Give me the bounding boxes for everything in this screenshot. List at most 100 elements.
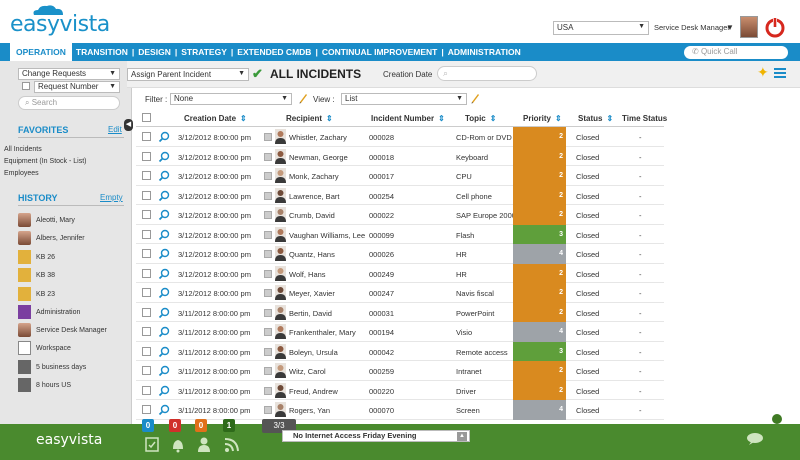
star-icon[interactable]: ✦ bbox=[757, 64, 769, 80]
recipient-card-icon[interactable] bbox=[264, 250, 272, 258]
row-checkbox[interactable] bbox=[142, 307, 151, 317]
table-row[interactable]: 3/12/2012 8:00:00 pm Lawrence, Bart 000254… bbox=[136, 185, 664, 205]
magnifier-icon[interactable] bbox=[158, 131, 170, 143]
row-checkbox[interactable] bbox=[142, 327, 151, 336]
recipient-cell[interactable]: Quantz, Hans bbox=[289, 250, 335, 259]
row-checkbox[interactable] bbox=[142, 190, 151, 200]
magnifier-icon[interactable] bbox=[158, 365, 170, 377]
favorite-item[interactable]: Equipment (In Stock - List) bbox=[4, 158, 87, 165]
magnifier-icon[interactable] bbox=[158, 248, 170, 260]
table-row[interactable]: 3/11/2012 8:00:00 pm Boleyn, Ursula 000042… bbox=[136, 341, 664, 361]
favorites-edit-link[interactable]: Edit bbox=[108, 125, 122, 134]
incident-number-cell[interactable]: 000070 bbox=[369, 406, 395, 415]
magnifier-icon[interactable] bbox=[158, 170, 170, 182]
column-header-incident-number[interactable]: Incident Number ⇕ bbox=[371, 114, 445, 123]
table-row[interactable]: 3/11/2012 8:00:00 pm Bertin, David 000031 P… bbox=[136, 302, 664, 322]
favorite-item[interactable]: All Incidents bbox=[4, 146, 42, 153]
row-checkbox[interactable] bbox=[142, 268, 151, 278]
magnifier-icon[interactable] bbox=[158, 404, 170, 416]
select-all-checkbox[interactable] bbox=[142, 113, 151, 122]
row-checkbox[interactable] bbox=[142, 132, 151, 141]
recipient-card-icon[interactable] bbox=[264, 269, 272, 278]
column-header-priority[interactable]: Priority ⇕ bbox=[523, 114, 562, 123]
table-row[interactable]: 3/12/2012 8:00:00 pm Wolf, Hans 000249 HR 2 C… bbox=[136, 263, 664, 283]
recipient-cell[interactable]: Whistler, Zachary bbox=[289, 133, 347, 142]
view-select[interactable]: List ▼ bbox=[341, 93, 467, 105]
edit-filter-pencil-icon[interactable] bbox=[298, 92, 308, 104]
incident-number-cell[interactable]: 000028 bbox=[369, 133, 395, 142]
table-row[interactable]: 3/11/2012 8:00:00 pm Freud, Andrew 000220 D… bbox=[136, 380, 664, 400]
incident-number-cell[interactable]: 000247 bbox=[369, 289, 395, 298]
column-header-creation-date[interactable]: Creation Date ⇕ bbox=[184, 114, 247, 123]
rss-feed-icon[interactable] bbox=[224, 435, 240, 453]
recipient-cell[interactable]: Bertin, David bbox=[289, 308, 332, 318]
magnifier-icon[interactable] bbox=[158, 326, 170, 338]
history-empty-link[interactable]: Empty bbox=[100, 193, 123, 202]
magnifier-icon[interactable] bbox=[158, 190, 170, 202]
chevron-up-icon[interactable]: ▲ bbox=[457, 432, 467, 441]
table-row[interactable]: 3/12/2012 8:00:00 pm Monk, Zachary 000017 C… bbox=[136, 166, 664, 186]
field-select[interactable]: Request Number ▼ bbox=[34, 81, 120, 93]
chat-icon[interactable] bbox=[746, 432, 764, 446]
recipient-cell[interactable]: Vaughan Williams, Lee bbox=[289, 230, 366, 240]
table-row[interactable]: 3/11/2012 8:00:00 pm Witz, Carol 000259 Int… bbox=[136, 361, 664, 381]
favorite-item[interactable]: Employees bbox=[4, 170, 39, 177]
row-checkbox[interactable] bbox=[142, 151, 151, 161]
history-item[interactable]: Albers, Jennifer bbox=[18, 229, 85, 247]
tab-operation[interactable]: OPERATION bbox=[10, 43, 72, 61]
app-logo[interactable]: easyvista bbox=[10, 12, 110, 37]
row-checkbox[interactable] bbox=[142, 171, 151, 180]
recipient-cell[interactable]: Newman, George bbox=[289, 152, 348, 162]
recipient-cell[interactable]: Frankenthaler, Mary bbox=[289, 328, 356, 337]
recipient-card-icon[interactable] bbox=[264, 367, 272, 375]
row-checkbox[interactable] bbox=[142, 249, 151, 258]
column-header-time-status[interactable]: Time Status bbox=[622, 114, 667, 123]
magnifier-icon[interactable] bbox=[158, 151, 170, 163]
row-checkbox[interactable] bbox=[142, 366, 151, 375]
power-icon[interactable] bbox=[764, 16, 786, 38]
history-item[interactable]: Service Desk Manager bbox=[18, 321, 107, 339]
date-filter-input[interactable]: ⌕ bbox=[437, 66, 537, 81]
recipient-card-icon[interactable] bbox=[264, 191, 272, 200]
history-item[interactable]: KB 26 bbox=[18, 248, 55, 266]
news-ticker[interactable]: No Internet Access Friday Evening ▲ bbox=[282, 430, 470, 442]
collapse-panel-button[interactable]: ◀ bbox=[124, 119, 133, 131]
row-checkbox[interactable] bbox=[142, 346, 151, 356]
recipient-card-icon[interactable] bbox=[264, 328, 272, 336]
incident-number-cell[interactable]: 000042 bbox=[369, 347, 395, 357]
incident-number-cell[interactable]: 000220 bbox=[369, 386, 395, 396]
table-row[interactable]: 3/12/2012 8:00:00 pm Meyer, Xavier 000247 N… bbox=[136, 283, 664, 303]
magnifier-icon[interactable] bbox=[158, 385, 170, 397]
notification-badge[interactable]: 0 bbox=[195, 419, 207, 432]
magnifier-icon[interactable] bbox=[158, 346, 170, 358]
checkmark-icon[interactable]: ✔ bbox=[252, 66, 263, 81]
recipient-card-icon[interactable] bbox=[264, 230, 272, 239]
recipient-card-icon[interactable] bbox=[264, 172, 272, 180]
field-checkbox[interactable] bbox=[22, 82, 30, 90]
history-item[interactable]: Workspace bbox=[18, 339, 71, 357]
recipient-card-icon[interactable] bbox=[264, 211, 272, 219]
column-header-recipient[interactable]: Recipient ⇕ bbox=[286, 114, 333, 123]
user-avatar[interactable] bbox=[740, 16, 758, 38]
incident-number-cell[interactable]: 000018 bbox=[369, 152, 395, 162]
row-checkbox[interactable] bbox=[142, 385, 151, 395]
magnifier-icon[interactable] bbox=[158, 209, 170, 221]
list-settings-icon[interactable] bbox=[773, 66, 787, 80]
incident-number-cell[interactable]: 000249 bbox=[369, 269, 395, 279]
recipient-card-icon[interactable] bbox=[264, 347, 272, 356]
recipient-cell[interactable]: Boleyn, Ursula bbox=[289, 347, 338, 357]
user-icon[interactable] bbox=[196, 435, 212, 453]
recipient-cell[interactable]: Monk, Zachary bbox=[289, 172, 339, 181]
recipient-card-icon[interactable] bbox=[264, 406, 272, 414]
row-checkbox[interactable] bbox=[142, 229, 151, 239]
column-header-status[interactable]: Status ⇕ bbox=[578, 114, 613, 123]
recipient-card-icon[interactable] bbox=[264, 152, 272, 161]
recipient-card-icon[interactable] bbox=[264, 289, 272, 297]
recipient-cell[interactable]: Meyer, Xavier bbox=[289, 289, 335, 298]
history-item[interactable]: Administration bbox=[18, 303, 80, 321]
tab-administration[interactable]: ADMINISTRATION bbox=[447, 47, 521, 57]
history-item[interactable]: Aleotti, Mary bbox=[18, 211, 75, 229]
chevron-down-icon[interactable]: ▼ bbox=[726, 23, 734, 32]
incident-number-cell[interactable]: 000194 bbox=[369, 328, 395, 337]
tasks-icon[interactable] bbox=[144, 435, 160, 453]
